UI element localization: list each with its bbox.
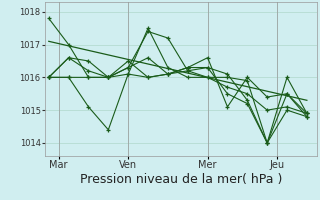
X-axis label: Pression niveau de la mer( hPa ): Pression niveau de la mer( hPa ) [80, 173, 282, 186]
